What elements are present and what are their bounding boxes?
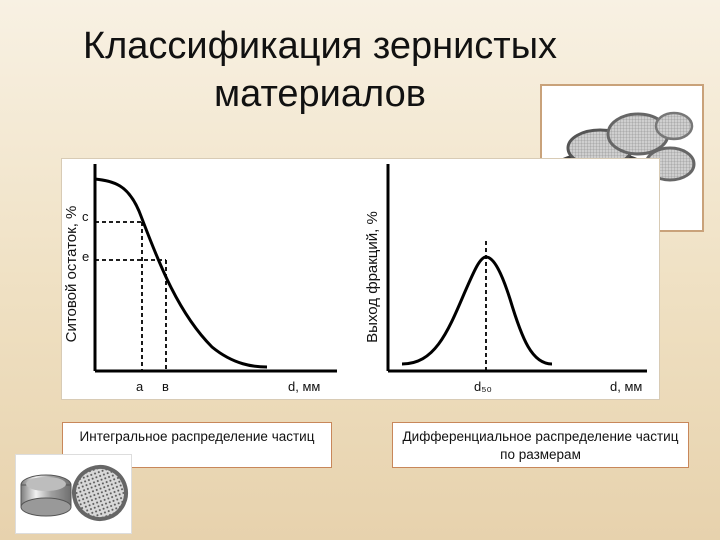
- integral-chart: Ситовой остаток, % c e a в d, мм: [63, 164, 337, 394]
- distribution-charts: Ситовой остаток, % c e a в d, мм Выход ф…: [63, 164, 647, 394]
- differential-caption: Дифференциальное распределение частиц по…: [392, 422, 689, 468]
- peak-label: d₅₀: [474, 379, 492, 394]
- mark-e: e: [82, 249, 89, 264]
- differential-ylabel: Выход фракций, %: [364, 211, 381, 343]
- differential-xlabel: d, мм: [610, 379, 642, 394]
- integral-xlabel: d, мм: [288, 379, 320, 394]
- differential-chart: Выход фракций, % d₅₀ d, мм: [364, 164, 647, 394]
- mark-v: в: [162, 379, 169, 394]
- title-line-2: материалов: [214, 73, 426, 115]
- title-line-1: Классификация зернистых: [82, 25, 558, 67]
- mark-c: c: [82, 209, 89, 224]
- integral-ylabel: Ситовой остаток, %: [63, 206, 80, 343]
- slide-title: Классификация зернистых материалов: [40, 22, 600, 118]
- bell-curve: [401, 255, 553, 366]
- distribution-figure: Ситовой остаток, % c e a в d, мм Выход ф…: [61, 158, 660, 400]
- mark-a: a: [136, 379, 144, 394]
- integral-curve: [94, 177, 268, 369]
- sieve-pair-illustration: [20, 465, 128, 521]
- sieve-pair-photo: [15, 454, 132, 534]
